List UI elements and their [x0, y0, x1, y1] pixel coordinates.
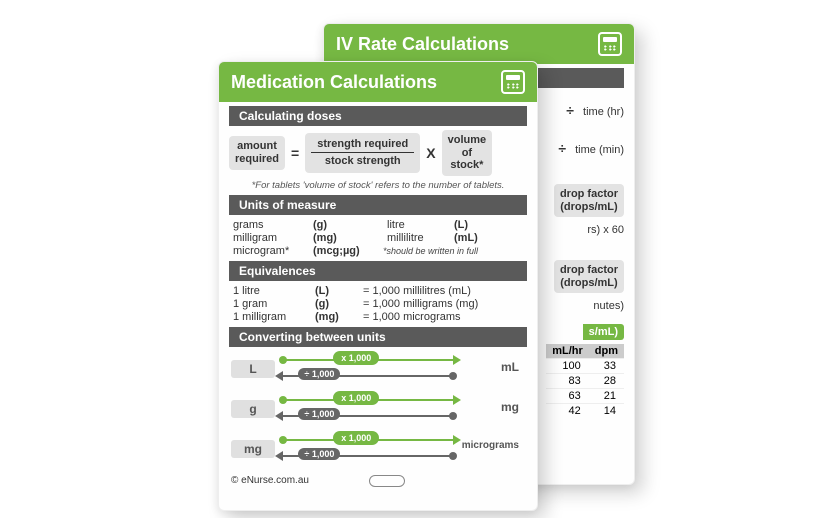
copyright-text: © eNurse.com.au [231, 475, 309, 486]
divide-op2: ÷ [558, 140, 566, 156]
rate-table-header-mlhr: mL/hr [546, 344, 589, 358]
convert-to: micrograms [456, 440, 525, 451]
rate-table-header-dpm: dpm [589, 344, 624, 358]
units-note: *should be written in full [383, 246, 478, 256]
equiv-row: 1 litre (L) = 1,000 millilitres (mL) [233, 285, 523, 297]
units-row: grams (g) litre (L) [233, 219, 523, 231]
section-equiv: Equivalences [229, 261, 527, 281]
fraction-denominator: stock strength [311, 153, 414, 169]
divide-pill: ÷ 1,000 [298, 448, 340, 460]
multiply-pill: x 1,000 [333, 391, 379, 405]
divide-pill: ÷ 1,000 [298, 408, 340, 420]
equiv-row: 1 milligram (mg) = 1,000 micrograms [233, 311, 523, 323]
time-min-text: time (min) [575, 144, 624, 156]
equals-op: = [291, 145, 299, 161]
drop-factor-units2: (drops/mL) [560, 277, 618, 290]
table-row: 8328 [546, 373, 624, 388]
dose-formula: amount required = strength required stoc… [229, 130, 527, 176]
drop-factor-text1: drop factor [560, 188, 618, 201]
convert-row: mg x 1,000 ÷ 1,000 micrograms [231, 431, 525, 467]
s-ml-label: s/mL) [583, 324, 624, 340]
time-hr-text: time (hr) [583, 106, 624, 118]
table-row: 10033 [546, 358, 624, 373]
convert-from: g [231, 400, 275, 418]
front-card: Medication Calculations Calculating dose… [218, 61, 538, 511]
table-row: 4214 [546, 403, 624, 418]
rate-table: mL/hr dpm 10033 8328 6321 4214 [546, 344, 624, 418]
rs-x-60-text: rs) x 60 [587, 224, 624, 236]
convert-to: mL [495, 360, 525, 374]
equiv-row: 1 gram (g) = 1,000 milligrams (mg) [233, 298, 523, 310]
fraction-box: strength required stock strength [305, 133, 420, 173]
units-row: microgram* (mcg;µg) *should be written i… [233, 245, 523, 257]
multiply-pill: x 1,000 [333, 351, 379, 365]
minutes-text: nutes) [593, 300, 624, 312]
front-card-title: Medication Calculations [231, 72, 437, 93]
front-card-header: Medication Calculations [219, 62, 537, 102]
doses-note: *For tablets 'volume of stock' refers to… [229, 180, 527, 191]
convert-row: g x 1,000 ÷ 1,000 mg [231, 391, 525, 427]
back-card-title: IV Rate Calculations [336, 34, 509, 55]
footer: © eNurse.com.au [219, 471, 537, 495]
drop-factor-units1: (drops/mL) [560, 201, 618, 214]
amount-required-box: amount required [229, 136, 285, 169]
convert-row: L x 1,000 ÷ 1,000 mL [231, 351, 525, 387]
section-convert: Converting between units [229, 327, 527, 347]
divide-pill: ÷ 1,000 [298, 368, 340, 380]
lanyard-slot-icon [369, 475, 405, 487]
fraction-numerator: strength required [311, 137, 414, 154]
section-doses: Calculating doses [229, 106, 527, 126]
calculator-icon [501, 70, 525, 94]
divide-op: ÷ [566, 102, 574, 118]
units-row: milligram (mg) millilitre (mL) [233, 232, 523, 244]
convert-from: L [231, 360, 275, 378]
calculator-icon [598, 32, 622, 56]
multiply-op: X [426, 145, 435, 161]
section-units: Units of measure [229, 195, 527, 215]
multiply-pill: x 1,000 [333, 431, 379, 445]
volume-stock-box: volume of stock* [442, 130, 493, 176]
convert-from: mg [231, 440, 275, 458]
table-row: 6321 [546, 388, 624, 403]
drop-factor-text2: drop factor [560, 264, 618, 277]
convert-to: mg [495, 400, 525, 414]
back-card-header: IV Rate Calculations [324, 24, 634, 64]
